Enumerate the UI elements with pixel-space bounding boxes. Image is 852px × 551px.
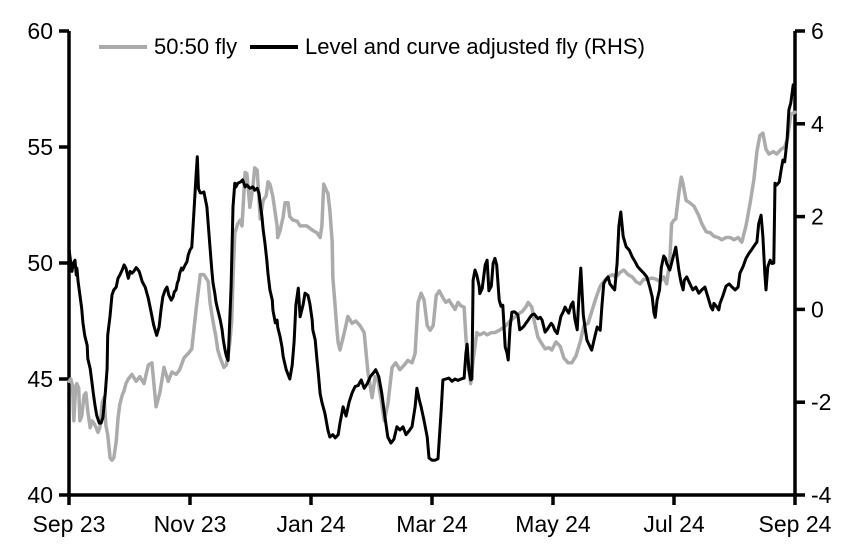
legend-label-50-50-fly: 50:50 fly [154, 34, 238, 59]
y-axis-right-tick-label: -2 [811, 389, 831, 415]
y-axis-right-tick-label: 2 [811, 204, 824, 230]
y-axis-left-tick-label: 40 [27, 482, 53, 508]
series-line-level-curve-adjusted-fly [67, 83, 797, 462]
legend-label-level-curve-adjusted-fly: Level and curve adjusted fly (RHS) [305, 34, 645, 59]
y-axis-right-tick-label: 0 [811, 296, 824, 322]
x-axis-tick-label: Sep 24 [759, 511, 832, 537]
legend-line-sample-gray [99, 45, 147, 49]
x-axis-tick-label: May 24 [515, 511, 591, 537]
y-axis-left-tick-label: 50 [27, 250, 53, 276]
x-axis-tick-label: Nov 23 [154, 511, 227, 537]
x-axis-tick-label: Jul 24 [643, 511, 705, 537]
legend-item-50-50-fly: 50:50 fly [99, 34, 237, 60]
legend-item-level-curve-adjusted-fly: Level and curve adjusted fly (RHS) [250, 34, 645, 60]
x-axis-tick-label: Jan 24 [276, 511, 345, 537]
y-axis-left-tick-label: 45 [27, 366, 53, 392]
x-axis-tick-label: Mar 24 [396, 511, 468, 537]
x-axis-tick-label: Sep 23 [33, 511, 106, 537]
y-axis-right-tick-label: 6 [811, 18, 824, 44]
y-axis-left-tick-label: 60 [27, 18, 53, 44]
legend-line-sample-black [250, 45, 298, 49]
y-axis-right-tick-label: 4 [811, 111, 824, 137]
y-axis-left-tick-label: 55 [27, 134, 53, 160]
y-axis-right-tick-label: -4 [811, 482, 832, 508]
